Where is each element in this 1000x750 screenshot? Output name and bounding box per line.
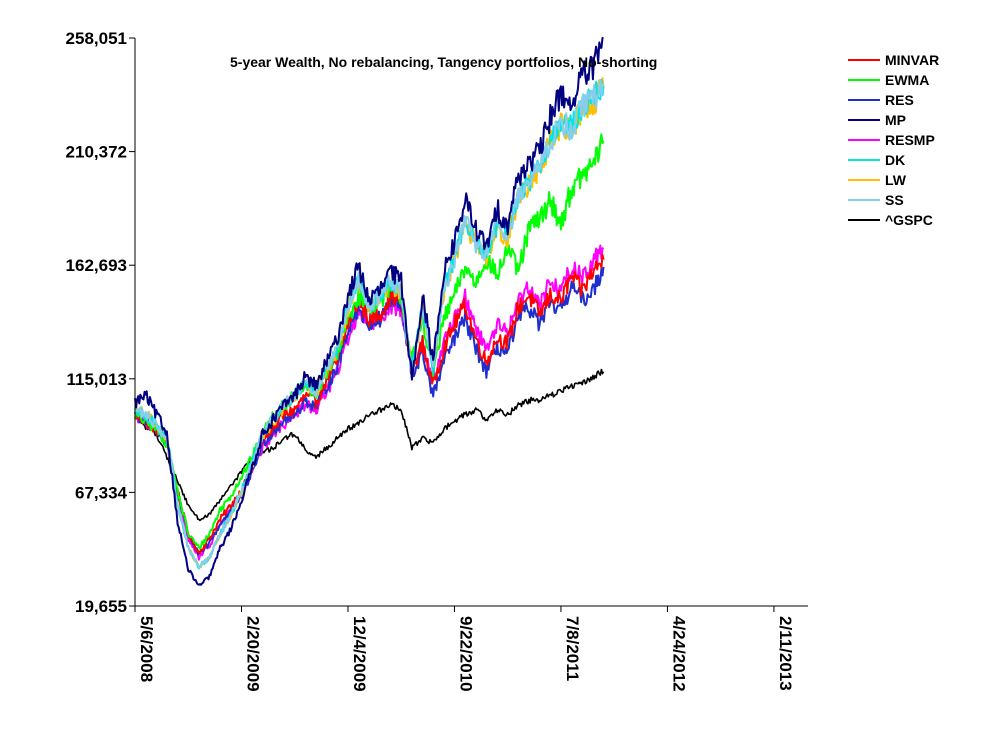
series-line-resmp [134, 244, 605, 561]
y-tick-label: 19,655 [75, 597, 127, 616]
y-tick-label: 210,372 [66, 143, 127, 162]
legend-label: RESMP [885, 132, 935, 148]
series-line-gspc [134, 368, 605, 522]
y-ticks: 19,655 67,334 115,013 162,693 210,372 258,051 [66, 29, 135, 616]
chart-title: 5-year Wealth, No rebalancing, Tangency … [230, 54, 657, 70]
x-tick-label: 2/20/2009 [243, 616, 262, 692]
y-tick-label: 162,693 [66, 256, 127, 275]
legend-label: SS [885, 192, 904, 208]
series-line-minvar [134, 254, 605, 554]
x-tick-label: 9/22/2010 [456, 616, 475, 692]
legend-label: ^GSPC [885, 212, 933, 228]
legend-label: MP [885, 112, 906, 128]
axes [134, 38, 808, 607]
legend-label: EWMA [885, 72, 929, 88]
legend-label: MINVAR [885, 52, 939, 68]
legend-label: RES [885, 92, 914, 108]
x-tick-label: 12/4/2009 [350, 616, 369, 692]
series-line-res [134, 266, 605, 556]
y-tick-label: 67,334 [75, 483, 128, 502]
legend-label: LW [885, 172, 907, 188]
series-line-ewma [134, 133, 605, 550]
y-tick-label: 258,051 [66, 29, 127, 48]
x-ticks: 5/6/2008 2/20/2009 12/4/2009 9/22/2010 7/8/2… [134, 606, 795, 692]
x-tick-label: 2/11/2013 [776, 616, 795, 691]
y-tick-label: 115,013 [66, 370, 127, 389]
series-lines [134, 37, 605, 586]
x-tick-label: 4/24/2012 [669, 616, 688, 692]
x-tick-label: 7/8/2011 [563, 616, 582, 681]
x-tick-label: 5/6/2008 [137, 616, 156, 682]
series-line-mp [134, 37, 604, 586]
legend-label: DK [885, 152, 905, 168]
